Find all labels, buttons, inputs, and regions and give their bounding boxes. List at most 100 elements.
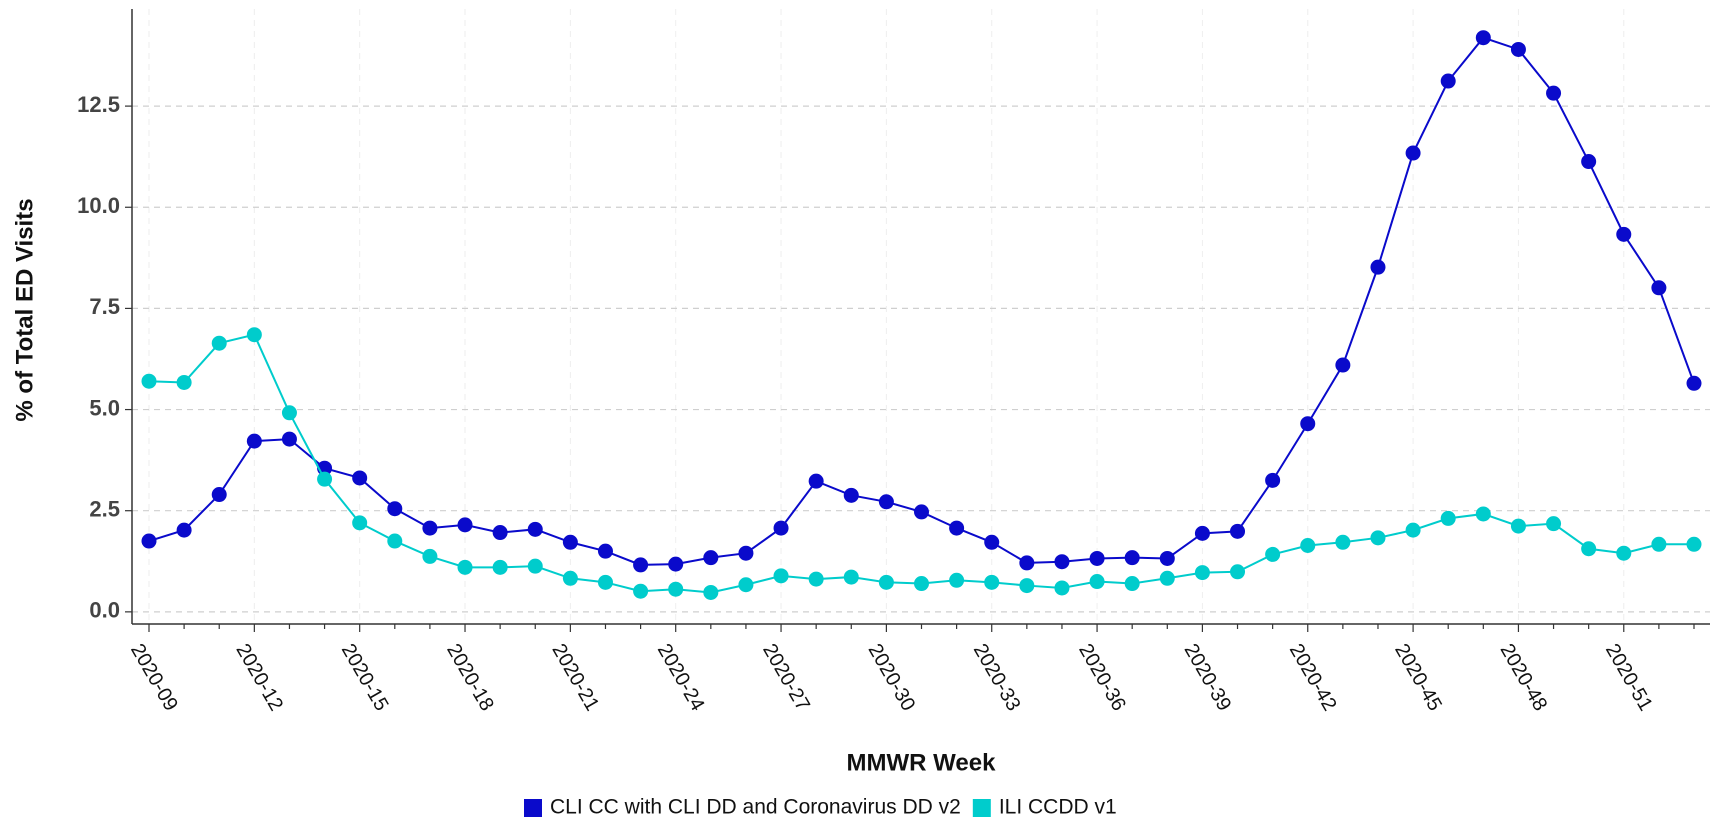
series xyxy=(141,30,1702,573)
data-point xyxy=(949,572,965,588)
x-tick-label: 2020-24 xyxy=(653,640,709,715)
data-point xyxy=(1194,565,1210,581)
legend-swatch xyxy=(524,799,542,817)
data-point xyxy=(597,574,613,590)
data-point xyxy=(562,534,578,550)
data-point xyxy=(422,520,438,536)
data-point xyxy=(1475,30,1491,46)
data-point xyxy=(1405,145,1421,161)
data-point xyxy=(1581,154,1597,170)
data-point xyxy=(527,521,543,537)
series xyxy=(141,327,1702,600)
data-point xyxy=(1265,472,1281,488)
data-point xyxy=(878,494,894,510)
x-tick-label: 2020-27 xyxy=(758,640,814,715)
data-point xyxy=(1370,259,1386,275)
x-tick-label: 2020-12 xyxy=(231,640,287,715)
data-point xyxy=(1089,574,1105,590)
data-point xyxy=(1335,534,1351,550)
x-tick-label: 2020-48 xyxy=(1496,640,1552,715)
data-point xyxy=(562,570,578,586)
data-point xyxy=(141,373,157,389)
data-point xyxy=(843,569,859,585)
legend-label: CLI CC with CLI DD and Coronavirus DD v2 xyxy=(550,796,961,819)
data-point xyxy=(492,525,508,541)
data-point xyxy=(1159,550,1175,566)
data-point xyxy=(1019,555,1035,571)
data-point xyxy=(352,470,368,486)
data-point xyxy=(457,559,473,575)
data-point xyxy=(1546,516,1562,532)
data-point xyxy=(1616,226,1632,242)
data-point xyxy=(597,543,613,559)
data-point xyxy=(1686,536,1702,552)
data-point xyxy=(703,584,719,600)
data-point xyxy=(878,574,894,590)
x-tick-label: 2020-18 xyxy=(442,640,498,715)
data-point xyxy=(1019,578,1035,594)
data-point xyxy=(1230,523,1246,539)
x-tick-label: 2020-09 xyxy=(126,640,182,715)
data-point xyxy=(668,581,684,597)
y-tick-label: 10.0 xyxy=(77,193,120,218)
data-point xyxy=(211,487,227,503)
data-point xyxy=(1300,416,1316,432)
data-point xyxy=(1335,357,1351,373)
data-point xyxy=(668,556,684,572)
x-tick-label: 2020-36 xyxy=(1074,640,1130,715)
data-point xyxy=(246,433,262,449)
data-point xyxy=(1089,550,1105,566)
data-point xyxy=(1510,41,1526,57)
legend-label: ILI CCDD v1 xyxy=(999,796,1117,819)
data-point xyxy=(984,574,1000,590)
data-point xyxy=(1686,375,1702,391)
data-point xyxy=(422,548,438,564)
data-point xyxy=(808,571,824,587)
data-point xyxy=(914,576,929,592)
data-point xyxy=(1440,73,1456,89)
data-point xyxy=(281,431,297,447)
data-point xyxy=(1265,546,1281,562)
data-point xyxy=(141,533,157,549)
x-tick-label: 2020-42 xyxy=(1285,640,1341,715)
x-tick-label: 2020-33 xyxy=(969,640,1025,715)
x-tick-label: 2020-30 xyxy=(863,640,919,715)
y-tick-label: 12.5 xyxy=(77,92,120,117)
data-point xyxy=(1370,530,1386,546)
data-point xyxy=(843,487,859,503)
data-point xyxy=(317,471,333,487)
data-point xyxy=(1651,280,1667,296)
series-line xyxy=(148,36,1695,566)
y-axis-title: % of Total ED Visits xyxy=(11,198,38,421)
data-point xyxy=(1651,536,1667,552)
data-point xyxy=(176,374,192,390)
series-line xyxy=(148,333,1694,594)
data-point xyxy=(1475,506,1491,522)
data-point xyxy=(1405,522,1421,538)
data-point xyxy=(527,558,543,574)
data-point xyxy=(1300,538,1316,554)
data-point xyxy=(1546,85,1562,101)
y-tick-label: 0.0 xyxy=(89,598,120,623)
x-tick-label: 2020-21 xyxy=(547,640,603,715)
data-point xyxy=(492,559,508,575)
x-tick-label: 2020-51 xyxy=(1601,640,1657,715)
data-point xyxy=(738,577,754,593)
legend-swatch xyxy=(972,799,991,817)
x-tick-label: 2020-45 xyxy=(1390,640,1446,715)
data-point xyxy=(246,327,262,343)
data-point xyxy=(176,522,192,538)
data-point xyxy=(1124,576,1140,592)
data-point xyxy=(1616,545,1632,561)
data-point xyxy=(1054,580,1070,596)
data-point xyxy=(1124,550,1140,566)
data-point xyxy=(457,517,473,533)
data-point xyxy=(387,501,403,517)
data-point xyxy=(387,533,403,549)
y-tick-label: 7.5 xyxy=(89,294,120,319)
data-point xyxy=(352,515,368,531)
data-point xyxy=(1230,564,1246,580)
data-point xyxy=(773,568,789,584)
data-point xyxy=(211,335,227,351)
